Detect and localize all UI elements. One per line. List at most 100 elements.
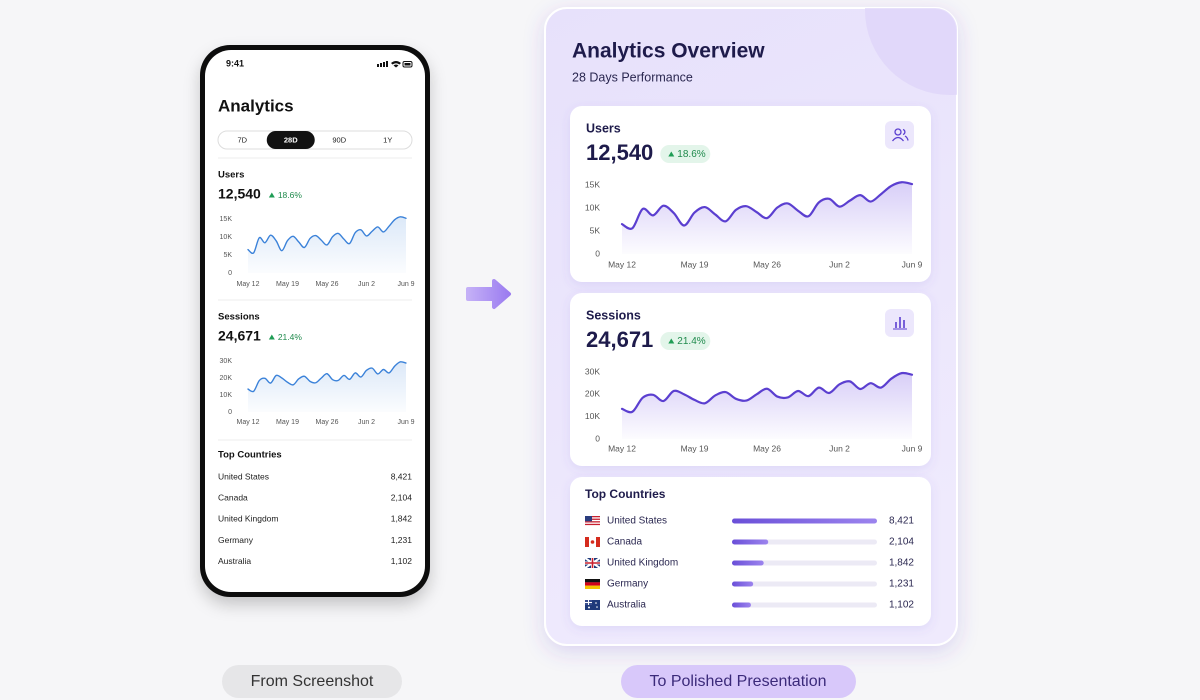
y-tick-label: 5K — [223, 252, 232, 259]
x-tick-label: May 19 — [681, 443, 709, 453]
phone-title: Analytics — [218, 96, 294, 115]
country-value: 1,231 — [391, 535, 413, 545]
flag — [585, 523, 600, 526]
tab-bar — [217, 130, 413, 150]
x-tick-label: Jun 9 — [902, 443, 923, 453]
metric-total: 12,540 — [218, 186, 261, 202]
panel-subtitle: 28 Days Performance — [572, 70, 693, 84]
flag — [596, 537, 600, 547]
y-tick-label: 20K — [220, 375, 233, 382]
metric-label: Sessions — [586, 308, 641, 322]
card — [570, 106, 931, 282]
section-title: Top Countries — [218, 450, 282, 461]
status-icons — [377, 61, 413, 68]
up-triangle — [668, 151, 675, 157]
bar — [732, 602, 751, 608]
up-triangle — [268, 192, 275, 198]
metric-label: Sessions — [218, 312, 260, 323]
x-tick-label: May 26 — [316, 419, 339, 426]
flag — [585, 582, 600, 586]
x-tick-label: Jun 2 — [829, 259, 850, 269]
bar-icon — [893, 317, 907, 330]
x-tick-label: May 12 — [608, 259, 636, 269]
bar — [732, 539, 769, 545]
tab[interactable]: 28D — [284, 135, 298, 144]
flag — [585, 558, 600, 568]
x-tick-label: May 12 — [608, 443, 636, 453]
panel-title: Analytics Overview — [572, 40, 765, 63]
flag — [595, 602, 597, 604]
country-value: 2,104 — [889, 537, 914, 548]
y-tick-label: 15K — [585, 179, 600, 189]
x-tick-label: May 26 — [753, 443, 781, 453]
tab-active — [266, 131, 315, 149]
tab[interactable]: 90D — [332, 135, 346, 144]
bar — [732, 581, 754, 587]
change-pill — [660, 145, 711, 163]
country-value: 8,421 — [889, 516, 914, 527]
x-tick-label: May 19 — [276, 419, 299, 426]
x-tick-label: May 19 — [276, 281, 299, 288]
flag — [585, 516, 600, 518]
country-value: 8,421 — [391, 471, 413, 481]
metric-label: Users — [218, 170, 244, 181]
change: 18.6% — [677, 149, 705, 160]
line-area — [622, 372, 912, 439]
flag — [585, 579, 600, 583]
change-pill — [660, 332, 711, 350]
flag — [585, 537, 589, 547]
bar-track — [732, 602, 877, 608]
card — [570, 477, 931, 626]
flag — [585, 600, 600, 610]
country: Germany — [218, 535, 254, 545]
bar — [732, 518, 877, 524]
x-tick-label: May 19 — [681, 259, 709, 269]
line-area — [622, 182, 912, 254]
flag — [585, 585, 600, 589]
country: United Kingdom — [607, 558, 678, 569]
line — [620, 181, 914, 230]
bar-track — [732, 560, 877, 566]
up-triangle — [668, 338, 675, 344]
country: Australia — [607, 600, 646, 611]
x-tick-label: May 26 — [316, 281, 339, 288]
section-title: Top Countries — [585, 487, 666, 501]
country: Canada — [218, 492, 248, 502]
flag — [590, 540, 595, 544]
change: 21.4% — [278, 332, 303, 342]
tab[interactable]: 1Y — [383, 135, 392, 144]
line-area — [248, 361, 406, 412]
flag — [585, 521, 600, 523]
country: United States — [218, 471, 269, 481]
country-value: 1,842 — [391, 514, 413, 524]
up-triangle — [268, 334, 275, 340]
y-tick-label: 10K — [220, 234, 233, 241]
y-tick-label: 5K — [590, 225, 601, 235]
flag — [588, 606, 590, 609]
status-time: 9:41 — [226, 58, 244, 68]
x-tick-label: Jun 2 — [358, 419, 375, 426]
flag — [596, 606, 598, 608]
change: 18.6% — [278, 190, 303, 200]
bar-track — [732, 539, 877, 545]
caption-pill — [222, 665, 402, 698]
caption-pill — [621, 665, 856, 698]
tab[interactable]: 7D — [237, 135, 247, 144]
change: 21.4% — [677, 336, 705, 347]
x-tick-label: May 12 — [237, 419, 260, 426]
y-tick-label: 10K — [585, 202, 600, 212]
users-icon — [891, 128, 909, 142]
flag — [585, 600, 592, 605]
flag — [585, 516, 592, 522]
country: United Kingdom — [218, 514, 278, 524]
bar — [732, 560, 764, 566]
x-tick-label: Jun 9 — [902, 259, 923, 269]
y-tick-label: 15K — [220, 216, 233, 223]
country: United States — [607, 516, 667, 527]
country-value: 1,102 — [391, 556, 413, 566]
x-tick-label: Jun 2 — [829, 443, 850, 453]
y-tick-label: 20K — [585, 389, 600, 399]
y-tick-label: 0 — [595, 433, 600, 443]
